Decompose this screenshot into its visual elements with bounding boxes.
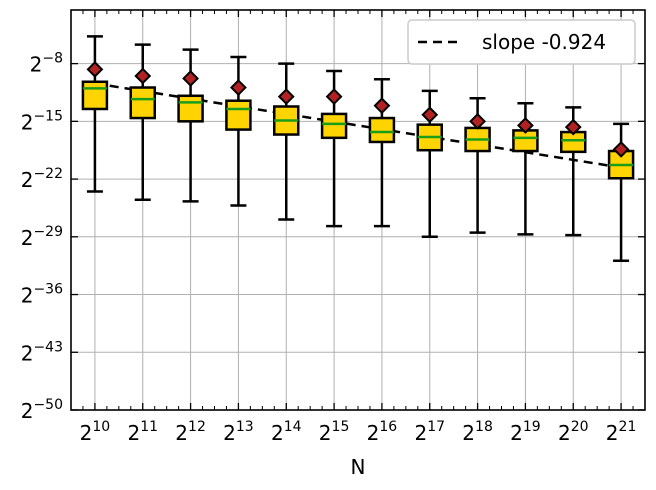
box-2^19 <box>512 101 539 236</box>
box-iqr <box>129 86 156 120</box>
mean-marker <box>612 140 630 158</box>
axis-ticks <box>70 10 646 411</box>
box-2^21 <box>607 122 635 262</box>
x-tick-label: 218 <box>462 419 493 445</box>
mean-marker <box>230 79 247 96</box>
y-tick-label: 2−15 <box>21 108 63 134</box>
box-2^20 <box>560 106 587 237</box>
grid-lines <box>71 10 645 411</box>
box-iqr <box>320 112 348 140</box>
box-2^14 <box>273 62 300 221</box>
y-tick-label: 2−50 <box>21 397 63 423</box>
x-tick-label: 210 <box>80 419 111 445</box>
box-iqr <box>81 80 109 111</box>
box-2^16 <box>368 78 396 228</box>
x-tick-label: 216 <box>367 419 398 445</box>
x-tick-label: 215 <box>319 419 350 445</box>
x-tick-label: 217 <box>414 419 445 445</box>
x-tick-label: 211 <box>127 419 158 445</box>
y-tick-label: 2−29 <box>21 224 63 250</box>
y-tick-label: 2−36 <box>21 282 63 308</box>
fit-line-group <box>94 82 622 169</box>
y-tick-label: 2−43 <box>21 339 63 365</box>
box-2^13 <box>225 55 252 207</box>
box-iqr <box>177 94 204 123</box>
x-tick-label: 213 <box>223 419 254 445</box>
x-axis-title: N <box>351 455 366 479</box>
x-tick-label: 214 <box>271 419 302 445</box>
mean-marker <box>517 117 534 134</box>
legend: slope -0.924 <box>407 19 636 65</box>
box-iqr <box>225 99 252 131</box>
x-tick-label: 219 <box>510 419 541 445</box>
legend-box <box>407 19 636 65</box>
mean-marker <box>86 60 104 78</box>
mean-marker <box>134 67 152 85</box>
x-tick-label: 221 <box>606 419 637 445</box>
mean-marker <box>564 118 582 136</box>
x-tick-label: 220 <box>558 419 589 445</box>
mean-marker <box>469 112 486 130</box>
mean-marker <box>421 106 439 124</box>
boxes-group <box>81 35 635 262</box>
mean-marker <box>182 70 199 87</box>
box-2^11 <box>129 43 156 201</box>
box-iqr <box>368 116 396 144</box>
y-tick-label: 2−22 <box>21 166 63 192</box>
y-tick-label: 2−8 <box>30 51 63 77</box>
y-tick-labels: 2−8 2−15 2−22 2−29 2−36 2−43 2−50 <box>21 51 63 423</box>
box-2^15 <box>320 69 348 228</box>
x-tick-labels: 210 211 212 213 214 215 216 217 218 219 220 221 <box>80 419 637 445</box>
box-2^10 <box>81 35 109 193</box>
box-2^12 <box>177 48 204 203</box>
mean-marker <box>325 88 343 106</box>
box-2^17 <box>416 89 443 239</box>
box-2^18 <box>464 96 491 234</box>
x-tick-label: 212 <box>175 419 206 445</box>
legend-label: slope -0.924 <box>482 30 606 54</box>
fit-line <box>94 82 622 169</box>
mean-marker <box>373 97 391 115</box>
plot-frame <box>70 9 646 411</box>
mean-marker <box>277 88 295 106</box>
